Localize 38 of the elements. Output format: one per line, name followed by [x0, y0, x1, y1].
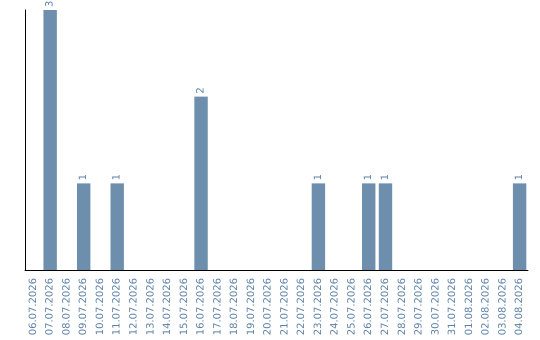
x-tick-label: 19.07.2026: [246, 278, 257, 336]
x-tick-label: 20.07.2026: [262, 278, 274, 336]
data-label: 1: [363, 174, 374, 180]
x-tick-label: 03.08.2026: [497, 278, 508, 336]
x-tick-label: 29.07.2026: [414, 278, 425, 336]
data-label: 3: [44, 0, 56, 7]
x-tick-label: 01.08.2026: [464, 278, 475, 336]
x-tick-label: 25.07.2026: [346, 278, 358, 336]
x-tick-label: 18.07.2026: [229, 278, 240, 336]
x-tick-label: 31.07.2026: [447, 278, 458, 336]
data-label: 1: [112, 174, 123, 180]
x-tick-label: 16.07.2026: [196, 278, 207, 336]
x-tick-label: 28.07.2026: [396, 278, 408, 336]
x-tick-label: 13.07.2026: [145, 278, 156, 336]
x-tick-label: 10.07.2026: [94, 278, 106, 336]
x-tick-label: 09.07.2026: [78, 278, 90, 336]
x-tick-label: 08.07.2026: [61, 278, 72, 336]
data-label: 2: [196, 87, 207, 94]
x-tick-label: 06.07.2026: [28, 278, 39, 336]
x-tick-label: 04.08.2026: [514, 278, 526, 336]
x-tick-label: 27.07.2026: [380, 278, 391, 336]
x-tick-label: 07.07.2026: [44, 278, 56, 336]
x-tick-label: 26.07.2026: [363, 278, 374, 336]
x-tick-label: 12.07.2026: [128, 278, 140, 336]
x-tick-label: 17.07.2026: [212, 278, 224, 336]
data-label: 1: [312, 174, 324, 180]
x-tick-label: 21.07.2026: [279, 278, 290, 336]
x-tick-label: 11.07.2026: [112, 278, 123, 336]
data-label: 1: [514, 174, 526, 180]
x-tick-label: 15.07.2026: [178, 278, 190, 336]
x-tick-label: 14.07.2026: [162, 278, 174, 336]
data-label: 1: [380, 174, 391, 180]
x-tick-label: 23.07.2026: [312, 278, 324, 336]
x-tick-label: 02.08.2026: [480, 278, 492, 336]
data-label: 1: [78, 174, 90, 180]
x-tick-label: 30.07.2026: [430, 278, 442, 336]
x-tick-label: 24.07.2026: [330, 278, 341, 336]
x-tick-label: 22.07.2026: [296, 278, 308, 336]
